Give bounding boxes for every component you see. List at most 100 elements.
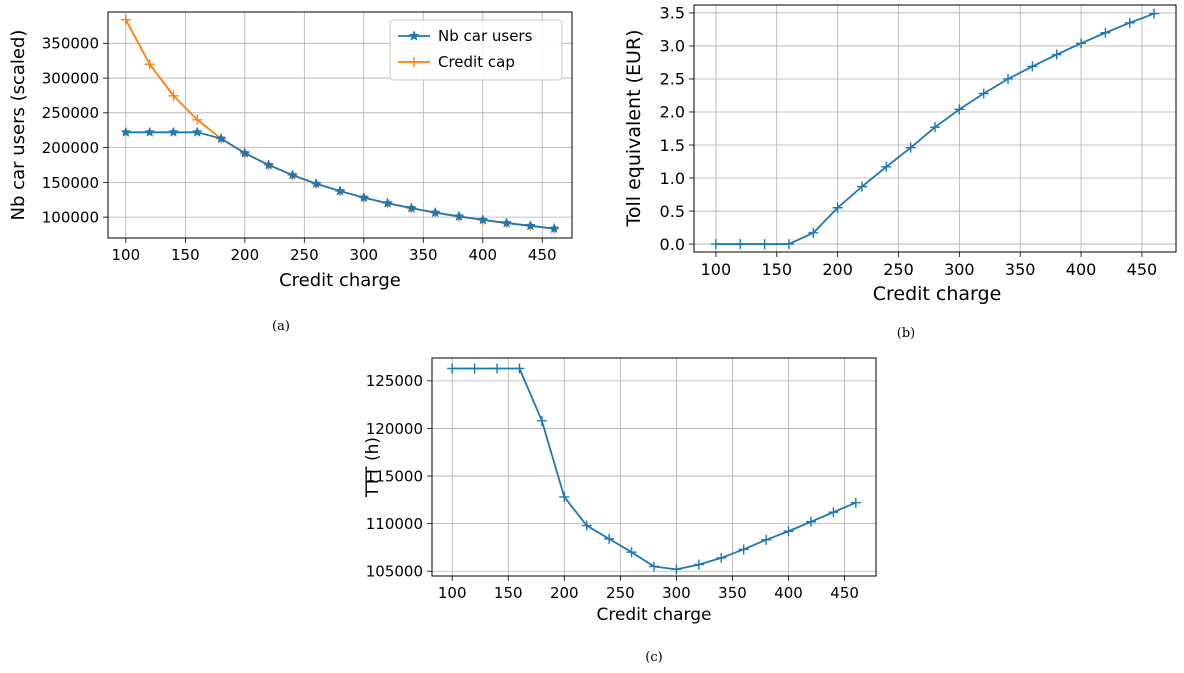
data-point [1076, 38, 1087, 49]
data-point [693, 559, 704, 570]
data-point [581, 520, 592, 531]
panel-caption-a: (a) [272, 319, 290, 334]
y-tick-label: 120000 [366, 420, 423, 438]
data-point [716, 552, 727, 563]
data-point [239, 147, 251, 158]
x-tick-label: 150 [171, 246, 200, 264]
data-point [649, 561, 659, 572]
data-point [144, 126, 156, 137]
y-tick-label: 200000 [42, 139, 99, 157]
x-tick-label: 300 [662, 584, 691, 602]
x-axis-label: Credit charge [873, 283, 1002, 305]
y-tick-label: 0.0 [660, 235, 685, 254]
x-tick-label: 350 [718, 584, 747, 602]
data-point [1051, 49, 1062, 60]
x-axis-label: Credit charge [279, 270, 401, 291]
y-tick-label: 150000 [42, 174, 99, 192]
series-series-0 [447, 363, 861, 575]
x-tick-label: 250 [290, 246, 319, 264]
x-tick-label: 400 [1066, 260, 1097, 279]
legend-box [389, 19, 563, 81]
data-point [828, 507, 839, 518]
data-point [783, 239, 794, 250]
x-tick-label: 300 [944, 260, 975, 279]
x-tick-label: 400 [774, 584, 803, 602]
data-point [120, 14, 131, 25]
data-point [501, 217, 512, 228]
data-point [808, 227, 819, 238]
x-tick-label: 450 [830, 584, 859, 602]
y-axis-label: Nb car users (scaled) [8, 30, 29, 221]
y-tick-label: 350000 [42, 35, 99, 53]
data-point [447, 363, 458, 374]
data-point [453, 210, 465, 222]
data-point [469, 363, 480, 374]
data-point [492, 363, 503, 374]
y-tick-label: 0.5 [660, 202, 685, 221]
x-tick-label: 450 [528, 246, 557, 264]
data-point [710, 239, 721, 250]
plot-frame [107, 11, 573, 239]
x-tick-label: 200 [231, 246, 260, 264]
data-point [382, 197, 393, 208]
x-tick-label: 100 [701, 260, 732, 279]
data-point [406, 202, 417, 213]
data-point [805, 516, 816, 527]
x-tick-label: 350 [1005, 260, 1036, 279]
data-point [1027, 61, 1038, 72]
x-tick-label: 400 [468, 246, 497, 264]
y-tick-label: 110000 [366, 515, 423, 533]
plot-frame [693, 4, 1177, 253]
data-point [783, 526, 794, 537]
data-point [358, 192, 370, 203]
data-point [1003, 73, 1014, 84]
series-line-nb-car-users [125, 131, 555, 230]
x-tick-label: 350 [409, 246, 438, 264]
series-layer [120, 14, 560, 234]
data-point [1149, 8, 1160, 19]
x-tick-label: 100 [438, 584, 467, 602]
y-tick-label: 100000 [42, 209, 99, 227]
data-point [954, 104, 965, 115]
data-point [120, 126, 132, 137]
data-point [263, 159, 274, 170]
data-point [429, 206, 441, 218]
axis-ticks: 100 150 200 250 300 350 400 450 0.0 0.5 1.0 1.5 2.0 2… [660, 4, 1158, 279]
data-point [514, 363, 525, 374]
x-tick-label: 150 [761, 260, 792, 279]
data-point [524, 220, 536, 231]
data-point [215, 132, 227, 144]
x-tick-label: 300 [349, 246, 378, 264]
y-tick-label: 2.5 [660, 70, 685, 89]
series-series-0 [710, 8, 1160, 250]
legend-marker [409, 57, 419, 67]
y-tick-label: 3.5 [660, 4, 685, 23]
y-tick-label: 300000 [42, 69, 99, 87]
data-point [1100, 27, 1111, 38]
data-point [761, 534, 772, 545]
legend-marker-credit-cap [409, 57, 419, 67]
y-tick-label: 3.0 [660, 37, 685, 56]
chart-panel-a: 100 150 200 250 300 350 400 450 100000 150000 2000… [8, 11, 573, 334]
plot-frame [431, 357, 877, 577]
series-layer [447, 363, 861, 575]
panel-caption-b: (b) [897, 326, 915, 341]
series-nb-car-users [120, 126, 560, 234]
y-tick-label: 1.5 [660, 136, 685, 155]
data-point [310, 178, 322, 189]
data-point [881, 161, 892, 172]
legend-label-nb-car-users: Nb car users [438, 27, 533, 45]
data-point [536, 415, 547, 426]
x-tick-label: 250 [883, 260, 914, 279]
legend: Nb car users Credit cap [389, 19, 563, 81]
data-point [738, 544, 749, 555]
y-tick-label: 1.0 [660, 169, 685, 188]
legend-marker-nb-car-users [408, 30, 420, 41]
data-point [168, 90, 179, 101]
axis-ticks: 100 150 200 250 300 350 400 450 105000 110000 1150… [366, 372, 859, 602]
x-tick-label: 100 [112, 246, 141, 264]
data-point [626, 547, 637, 558]
data-point [168, 126, 179, 137]
y-axis-label: Toll equivalent (EUR) [623, 30, 645, 228]
